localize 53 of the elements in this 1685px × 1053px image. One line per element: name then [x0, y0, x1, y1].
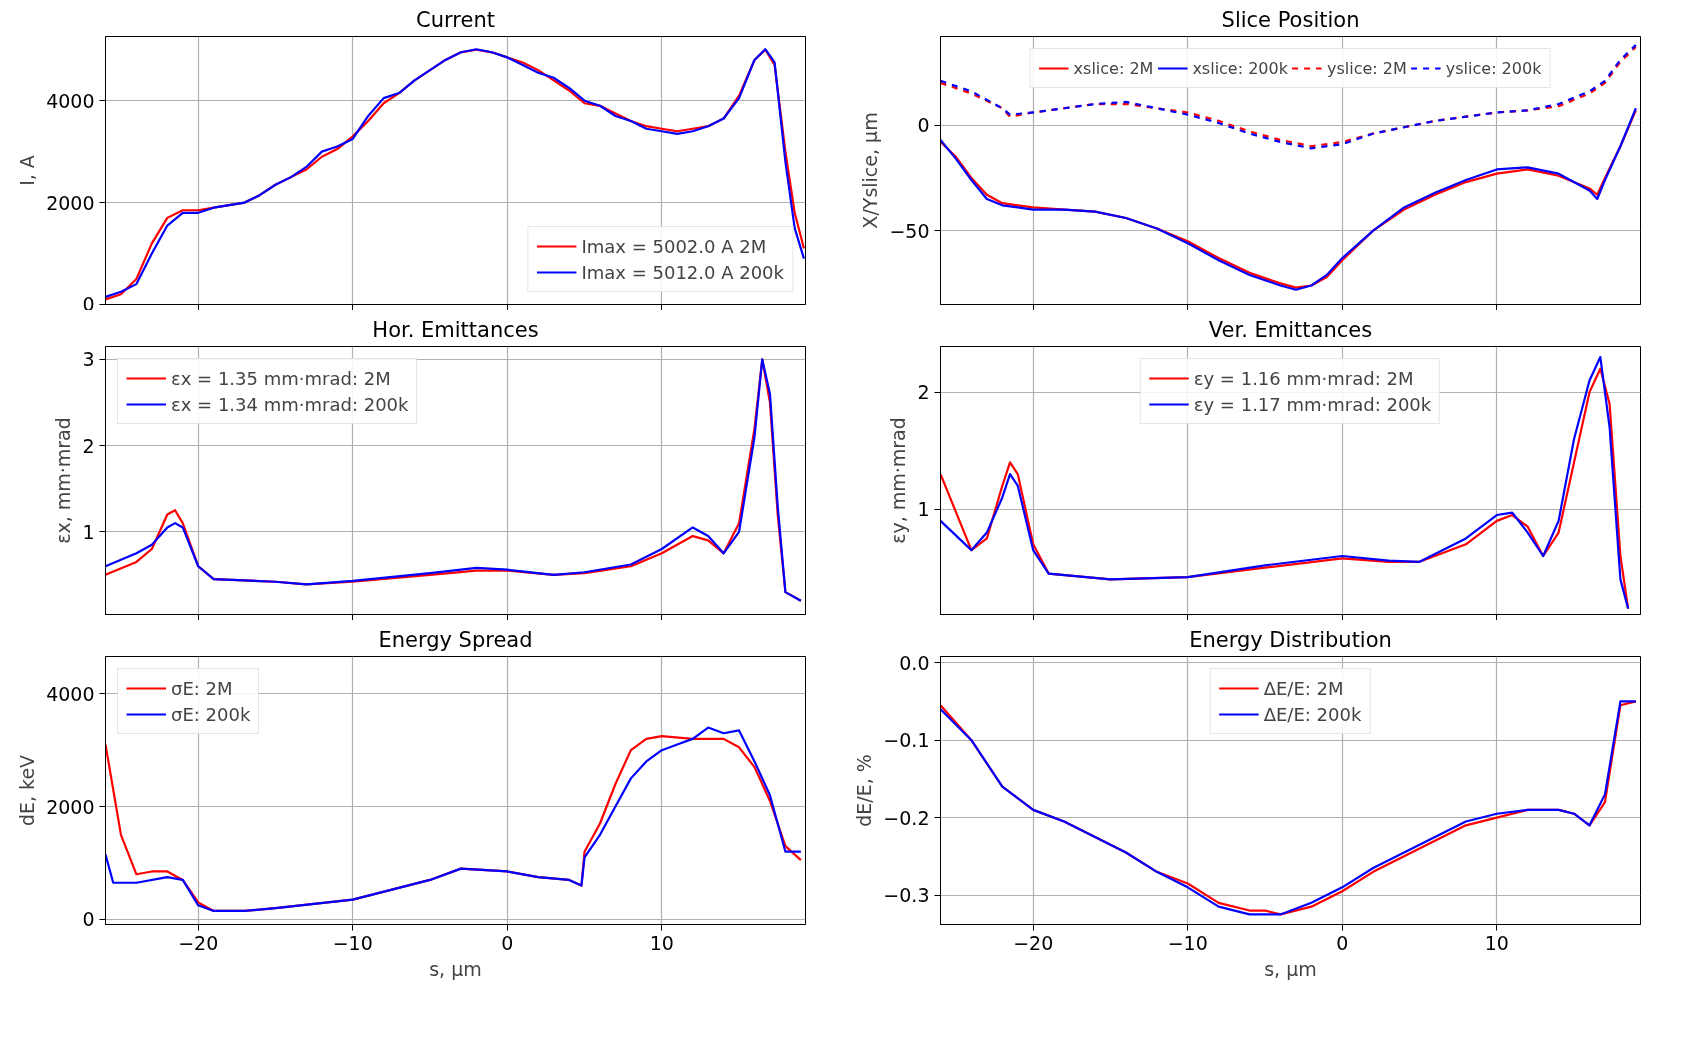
y-axis-title: dE/E, % [853, 754, 876, 827]
x-tick-label: −10 [1167, 931, 1208, 954]
y-tick-label: 3 [82, 348, 95, 371]
chart-title: Hor. Emittances [372, 317, 539, 342]
y-axis-title: I, A [16, 155, 39, 186]
y-tick-label: 1 [82, 520, 95, 543]
chart-title: Energy Distribution [1189, 627, 1392, 652]
y-tick-label: 4000 [46, 682, 95, 705]
y-tick-label: 2000 [46, 191, 95, 214]
y-tick-label: 0.0 [899, 651, 930, 674]
legend-label: yslice: 200k [1445, 57, 1542, 79]
y-tick-label: 2 [82, 434, 95, 457]
y-tick-label: 2000 [46, 795, 95, 818]
x-tick-label: 0 [501, 931, 514, 954]
y-tick-label: 4000 [46, 89, 95, 112]
legend-label: ΔE/E: 2M [1263, 677, 1344, 699]
y-axis-title: dE, keV [16, 754, 39, 827]
chart-title: Slice Position [1221, 7, 1360, 32]
y-tick-label: 0 [917, 114, 930, 137]
x-tick-label: −10 [332, 931, 373, 954]
legend-label: Imax = 5002.0 A 2M [581, 235, 767, 257]
x-tick-label: 0 [1336, 931, 1349, 954]
x-tick-label: 10 [1484, 931, 1509, 954]
x-tick-label: −20 [178, 931, 219, 954]
legend-label: xslice: 2M [1073, 57, 1154, 79]
legend-label: ΔE/E: 200k [1263, 703, 1362, 725]
y-tick-label: −0.3 [883, 884, 930, 907]
legend-label: εy = 1.17 mm·mrad: 200k [1193, 393, 1432, 415]
y-axis-title: εy, mm·mrad [887, 417, 910, 544]
y-tick-label: −50 [889, 219, 930, 242]
chart-title: Current [416, 7, 495, 32]
chart-title: Ver. Emittances [1208, 317, 1373, 342]
y-tick-label: −0.1 [883, 729, 930, 752]
chart-title: Energy Spread [378, 627, 533, 652]
legend-label: xslice: 200k [1192, 57, 1288, 79]
legend-label: yslice: 2M [1327, 57, 1407, 79]
legend-label: εy = 1.16 mm·mrad: 2M [1193, 367, 1414, 389]
x-axis-title: s, μm [429, 957, 482, 980]
x-tick-label: −20 [1013, 931, 1054, 954]
y-axis-title: X/Yslice, μm [859, 112, 882, 229]
y-tick-label: 1 [917, 498, 930, 521]
legend-label: σE: 2M [171, 677, 233, 699]
x-axis-title: s, μm [1264, 957, 1317, 980]
legend-label: εx = 1.34 mm·mrad: 200k [171, 393, 409, 415]
y-tick-label: −0.2 [883, 806, 930, 829]
y-axis-title: εx, mm·mrad [52, 417, 75, 544]
legend-label: σE: 200k [171, 703, 251, 725]
legend-label: Imax = 5012.0 A 200k [581, 261, 784, 283]
y-tick-label: 0 [82, 292, 95, 315]
x-tick-label: 10 [649, 931, 674, 954]
legend-label: εx = 1.35 mm·mrad: 2M [171, 367, 391, 389]
y-tick-label: 0 [82, 908, 95, 931]
y-tick-label: 2 [917, 381, 930, 404]
